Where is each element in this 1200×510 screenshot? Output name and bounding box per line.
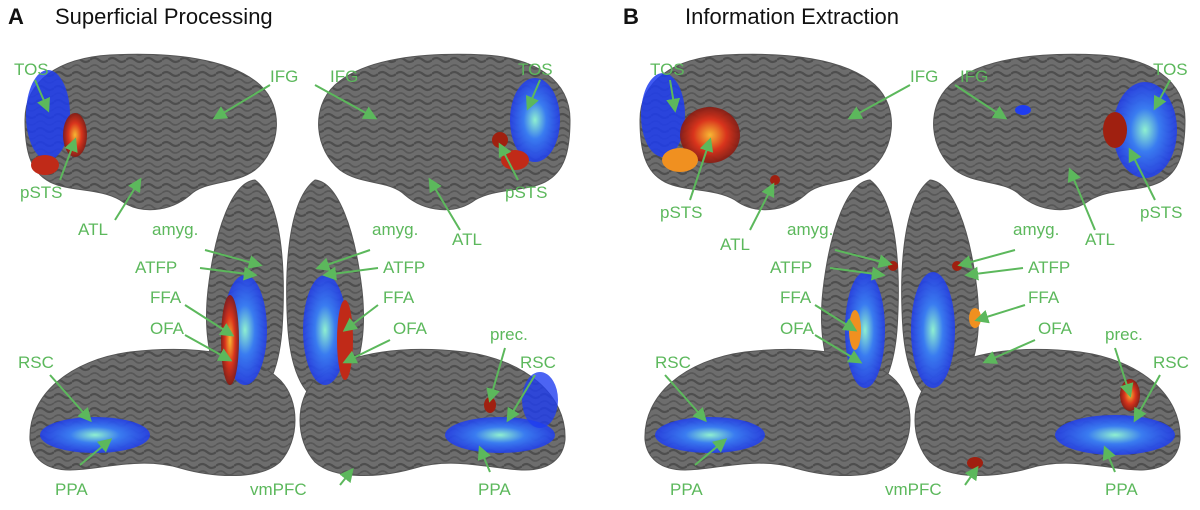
- label-atl-left: ATL: [720, 235, 750, 254]
- panel-letter: A: [8, 4, 24, 29]
- panel-b: B Information Extraction: [623, 4, 1189, 499]
- label-tos-left: TOS: [14, 60, 49, 79]
- activation-map: [26, 70, 560, 453]
- label-ppa-right: PPA: [1105, 480, 1138, 499]
- label-amyg-right: amyg.: [372, 220, 418, 239]
- label-ifg-left: IFG: [910, 67, 938, 86]
- label-tos-right: TOS: [518, 60, 553, 79]
- label-tos-left: TOS: [650, 60, 685, 79]
- label-rsc-right: RSC: [1153, 353, 1189, 372]
- label-psts-right: pSTS: [505, 183, 548, 202]
- label-vmpfc: vmPFC: [885, 480, 942, 499]
- label-ppa-left: PPA: [55, 480, 88, 499]
- label-ofa-right: OFA: [1038, 319, 1073, 338]
- label-ppa-left: PPA: [670, 480, 703, 499]
- label-atl-right: ATL: [1085, 230, 1115, 249]
- label-ppa-right: PPA: [478, 480, 511, 499]
- label-psts-left: pSTS: [20, 183, 63, 202]
- label-atfp-right: ATFP: [1028, 258, 1070, 277]
- label-psts-left: pSTS: [660, 203, 703, 222]
- label-ifg-right: IFG: [330, 67, 358, 86]
- label-amyg-left: amyg.: [152, 220, 198, 239]
- panel-a: A Superficial Processing: [8, 4, 571, 499]
- label-tos-right: TOS: [1153, 60, 1188, 79]
- label-rsc-left: RSC: [655, 353, 691, 372]
- arrows: [34, 79, 541, 486]
- activation-map: [641, 73, 1177, 469]
- label-ofa-right: OFA: [393, 319, 428, 338]
- panel-letter: B: [623, 4, 639, 29]
- label-psts-right: pSTS: [1140, 203, 1183, 222]
- label-ofa-left: OFA: [780, 319, 815, 338]
- label-ffa-left: FFA: [150, 288, 182, 307]
- label-ifg-right: IFG: [960, 67, 988, 86]
- label-ffa-right: FFA: [383, 288, 415, 307]
- label-atfp-left: ATFP: [770, 258, 812, 277]
- label-amyg-right: amyg.: [1013, 220, 1059, 239]
- panel-title: Superficial Processing: [55, 4, 273, 29]
- label-ifg-left: IFG: [270, 67, 298, 86]
- label-rsc-right: RSC: [520, 353, 556, 372]
- region-labels: TOS TOS IFG pSTS pSTS ATL ATL amyg. amyg…: [650, 60, 1189, 499]
- label-rsc-left: RSC: [18, 353, 54, 372]
- label-amyg-left: amyg.: [787, 220, 833, 239]
- label-ffa-right: FFA: [1028, 288, 1060, 307]
- label-atl-right: ATL: [452, 230, 482, 249]
- label-atfp-left: ATFP: [135, 258, 177, 277]
- region-labels: TOS TOS IFG pSTS pSTS ATL ATL amyg. amyg…: [14, 60, 556, 499]
- label-atl-left: ATL: [78, 220, 108, 239]
- label-prec: prec.: [490, 325, 528, 344]
- label-ofa-left: OFA: [150, 319, 185, 338]
- label-prec: prec.: [1105, 325, 1143, 344]
- label-ffa-left: FFA: [780, 288, 812, 307]
- label-vmpfc: vmPFC: [250, 480, 307, 499]
- arrows: [664, 79, 1171, 486]
- panel-title: Information Extraction: [685, 4, 899, 29]
- label-atfp-right: ATFP: [383, 258, 425, 277]
